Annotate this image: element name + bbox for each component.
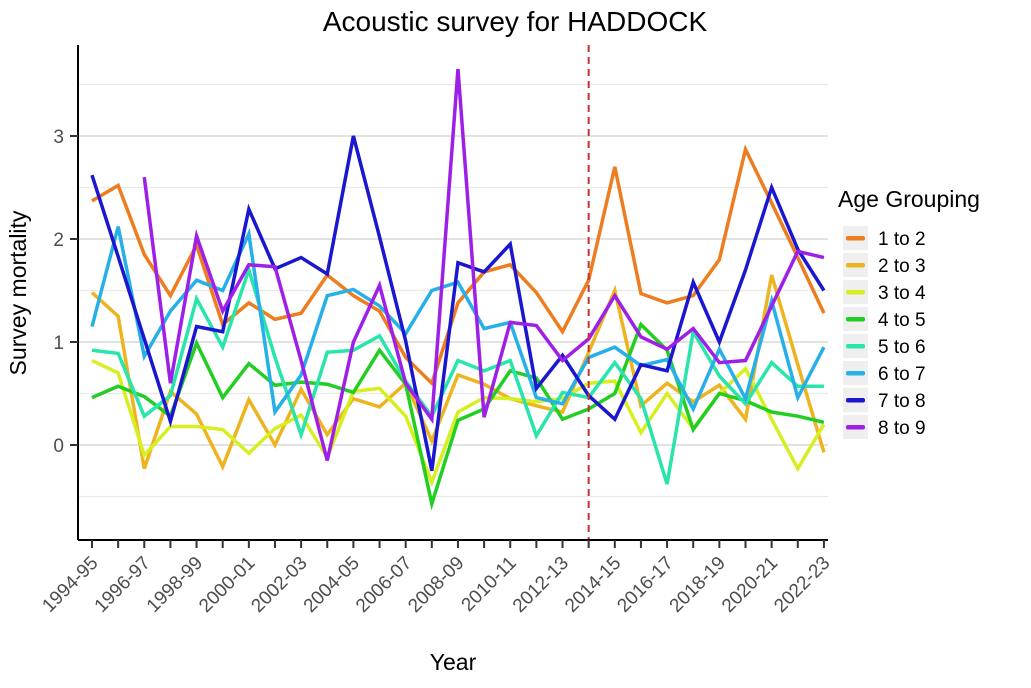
- legend-item: 7 to 8: [843, 388, 926, 412]
- legend-item-label: 2 to 3: [878, 256, 926, 277]
- svg-text:2008-09: 2008-09: [404, 553, 468, 617]
- legend-item-label: 6 to 7: [878, 364, 926, 385]
- svg-text:2: 2: [53, 230, 64, 251]
- svg-text:3: 3: [53, 127, 64, 148]
- legend-item-label: 1 to 2: [878, 229, 926, 250]
- svg-text:2018-19: 2018-19: [666, 553, 730, 617]
- x-axis-title: Year: [430, 649, 477, 675]
- svg-text:1998-99: 1998-99: [143, 553, 207, 617]
- svg-text:2016-17: 2016-17: [613, 553, 677, 617]
- svg-text:0: 0: [53, 436, 64, 457]
- legend-item-label: 4 to 5: [878, 310, 926, 331]
- legend-item-label: 7 to 8: [878, 391, 926, 412]
- svg-text:2022-23: 2022-23: [770, 553, 834, 617]
- svg-text:1994-95: 1994-95: [38, 553, 102, 617]
- y-tick-labels: 0 1 2 3: [53, 127, 64, 457]
- legend-item: 4 to 5: [843, 307, 926, 331]
- svg-text:2020-21: 2020-21: [718, 553, 782, 617]
- legend-item: 3 to 4: [843, 280, 926, 304]
- data-series-lines: [90, 68, 826, 511]
- svg-text:2014-15: 2014-15: [561, 553, 625, 617]
- svg-text:2002-03: 2002-03: [247, 553, 311, 617]
- legend-item-label: 8 to 9: [878, 418, 926, 439]
- legend-item: 6 to 7: [843, 361, 926, 385]
- x-tick-labels: 1994-951996-971998-992000-012002-032004-…: [38, 553, 834, 617]
- legend-item: 8 to 9: [843, 415, 926, 439]
- chart-title: Acoustic survey for HADDOCK: [323, 6, 708, 37]
- legend-item: 2 to 3: [843, 253, 926, 277]
- svg-text:2010-11: 2010-11: [458, 553, 521, 616]
- legend-item-label: 5 to 6: [878, 337, 926, 358]
- svg-text:2006-07: 2006-07: [352, 553, 416, 617]
- y-axis-title: Survey mortality: [5, 210, 31, 375]
- svg-text:1996-97: 1996-97: [91, 553, 155, 617]
- svg-text:2000-01: 2000-01: [195, 553, 259, 617]
- legend-item: 5 to 6: [843, 334, 926, 358]
- legend-item-label: 3 to 4: [878, 283, 926, 304]
- legend-item: 1 to 2: [843, 226, 926, 250]
- svg-text:2012-13: 2012-13: [509, 553, 573, 617]
- svg-text:2004-05: 2004-05: [300, 553, 364, 617]
- legend: Age Grouping 1 to 2 2 to 3 3 to 4 4 to 5: [838, 186, 980, 439]
- svg-text:1: 1: [53, 333, 64, 354]
- legend-title: Age Grouping: [838, 186, 980, 212]
- axis-lines-and-ticks: [70, 45, 828, 548]
